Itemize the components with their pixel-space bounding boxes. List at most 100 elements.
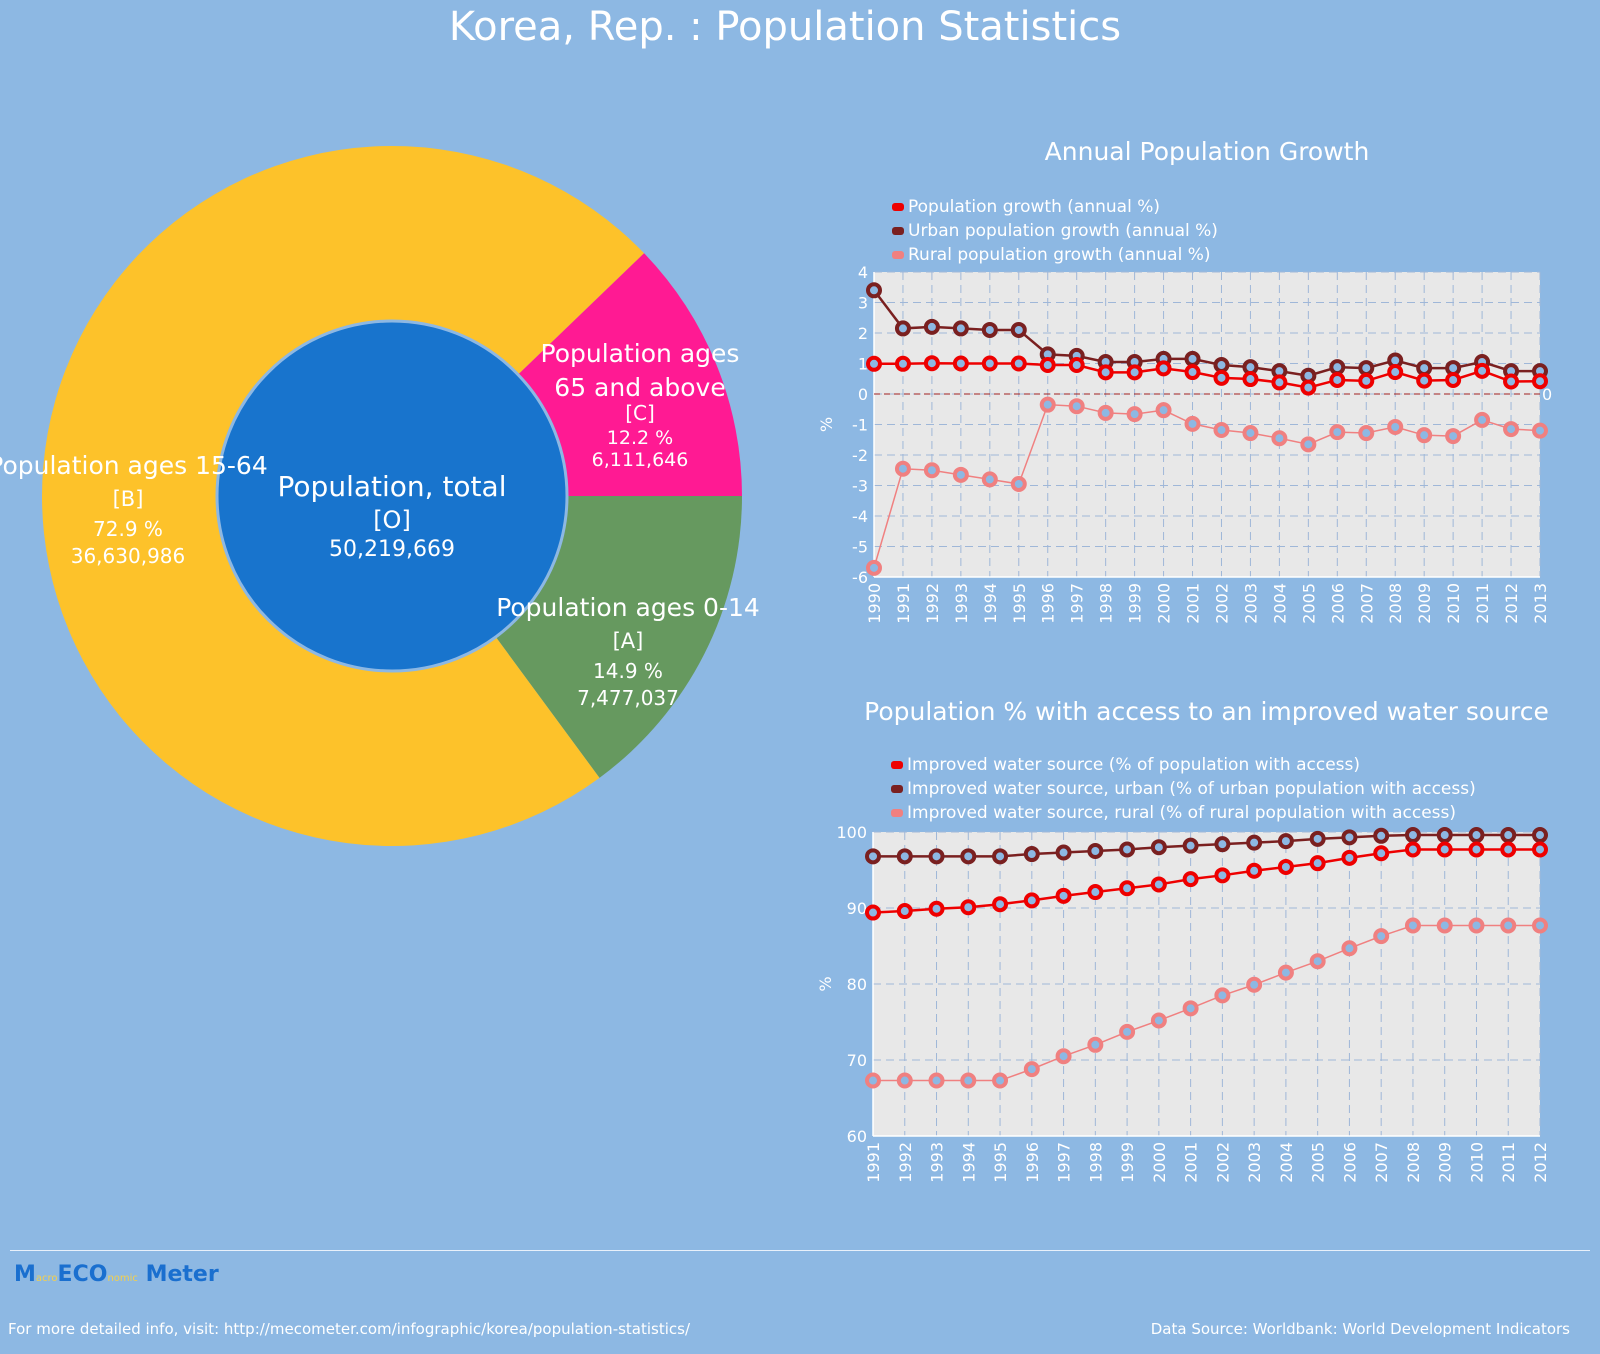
x-tick-label: 1997	[1055, 1142, 1074, 1183]
x-tick-label: 1991	[864, 1142, 883, 1183]
data-point	[894, 320, 911, 337]
series-line	[872, 848, 1540, 914]
data-point	[1182, 871, 1199, 888]
slice-label: [B]	[113, 487, 144, 511]
data-point	[1474, 362, 1491, 379]
x-tick-label: 1993	[928, 1142, 947, 1183]
legend-label: Rural population growth (annual %)	[908, 245, 1210, 265]
logo: MacroECOnomic Meter	[14, 1262, 219, 1287]
data-point	[1341, 829, 1358, 846]
data-point	[928, 848, 945, 865]
data-point	[952, 355, 969, 372]
data-point	[1068, 398, 1085, 415]
data-point	[1242, 425, 1259, 442]
y-tick-label: 3	[858, 294, 868, 313]
legend-label: Improved water source, rural (% of rural…	[907, 803, 1456, 823]
x-tick-label: 1994	[981, 583, 1000, 624]
data-point	[928, 1072, 945, 1089]
data-point	[1532, 422, 1548, 439]
x-tick-label: 2007	[1357, 583, 1376, 624]
data-point	[1023, 1061, 1040, 1078]
data-point	[1404, 827, 1421, 844]
x-tick-label: 2002	[1213, 1142, 1232, 1183]
data-point	[1184, 415, 1201, 432]
slice-label: 6,111,646	[592, 449, 689, 471]
data-point	[928, 900, 945, 917]
data-point	[1416, 372, 1433, 389]
data-point	[1039, 396, 1056, 413]
data-point	[1416, 360, 1433, 377]
x-tick-label: 1991	[894, 583, 913, 624]
slice-label: Population ages 0-14	[496, 593, 760, 622]
data-point	[960, 1072, 977, 1089]
x-tick-label: 1999	[1118, 1142, 1137, 1183]
x-tick-label: 2006	[1340, 1142, 1359, 1183]
x-tick-label: 2009	[1415, 583, 1434, 624]
data-point	[1010, 321, 1027, 338]
data-point	[896, 1072, 913, 1089]
data-point	[1097, 404, 1114, 421]
x-tick-label: 1996	[1023, 1142, 1042, 1183]
data-point	[1184, 350, 1201, 367]
data-point	[1213, 369, 1230, 386]
y-tick-label: 2	[858, 324, 868, 343]
slice-label: 65 and above	[554, 373, 725, 402]
zero-label: 0	[1542, 385, 1552, 404]
data-point	[1150, 1012, 1167, 1029]
data-point	[866, 559, 882, 576]
data-point	[1329, 359, 1346, 376]
data-point	[1214, 836, 1231, 853]
x-tick-label: 2000	[1150, 1142, 1169, 1183]
data-point	[1182, 837, 1199, 854]
chart-title: Population % with access to an improved …	[864, 697, 1549, 726]
chart-title: Annual Population Growth	[1045, 137, 1370, 166]
slice-label: 36,630,986	[71, 544, 186, 568]
data-point	[1358, 425, 1375, 442]
legend-swatch	[892, 251, 904, 259]
data-point	[1500, 827, 1517, 844]
page-title: Korea, Rep. : Population Statistics	[448, 4, 1122, 50]
slice-label: 12.2 %	[607, 427, 673, 449]
data-point	[1358, 360, 1375, 377]
slice-label: Population ages	[541, 339, 740, 368]
x-tick-label: 2002	[1212, 583, 1231, 624]
series-line	[873, 924, 1540, 1082]
x-tick-label: 2006	[1328, 583, 1347, 624]
slice-label: Population ages 15-64	[0, 451, 268, 480]
data-point	[952, 466, 969, 483]
data-source: Data Source: Worldbank: World Developmen…	[1150, 1320, 1570, 1338]
x-tick-label: 1992	[896, 1142, 915, 1183]
info-link[interactable]: For more detailed info, visit: http://me…	[8, 1320, 691, 1338]
data-point	[1300, 436, 1317, 453]
data-point	[1119, 880, 1136, 897]
data-point	[1119, 1023, 1136, 1040]
data-point	[1246, 976, 1263, 993]
data-point	[896, 903, 913, 920]
data-point	[1358, 372, 1375, 389]
data-point	[1445, 371, 1462, 388]
data-point	[1468, 841, 1485, 858]
data-point	[1309, 830, 1326, 847]
data-point	[1023, 846, 1040, 863]
data-point	[1416, 427, 1433, 444]
x-tick-label: 2011	[1473, 583, 1492, 624]
x-tick-label: 2010	[1467, 1142, 1486, 1183]
data-point	[1436, 827, 1453, 844]
data-point	[865, 904, 881, 921]
data-point	[896, 848, 913, 865]
legend-swatch	[892, 227, 904, 235]
data-point	[1309, 953, 1326, 970]
footer-divider	[10, 1250, 1590, 1251]
data-point	[1242, 371, 1259, 388]
data-point	[1329, 371, 1346, 388]
data-point	[1087, 843, 1104, 859]
y-tick-label: -2	[852, 446, 868, 465]
x-tick-label: 1998	[1086, 1142, 1105, 1183]
legend-swatch	[891, 761, 903, 769]
data-point	[1155, 360, 1172, 377]
data-point	[923, 318, 940, 335]
data-point	[1010, 475, 1027, 492]
data-point	[1445, 428, 1462, 445]
slice-label: 72.9 %	[93, 517, 163, 541]
